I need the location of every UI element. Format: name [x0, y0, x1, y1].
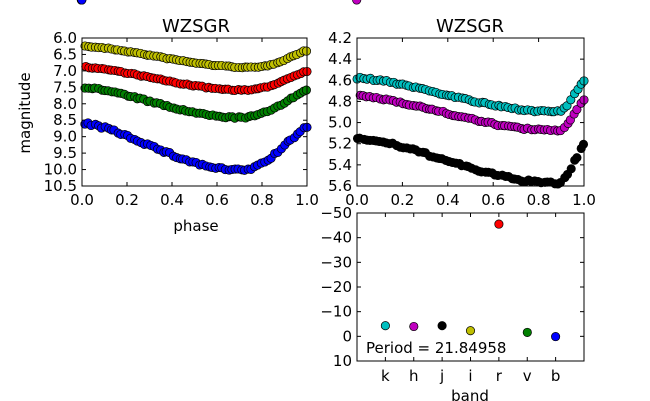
left-y-tick-label: 6.5 — [53, 45, 77, 63]
left-y-tick-label: 8.0 — [53, 95, 77, 113]
left-plot-frame — [81, 37, 308, 187]
left-point-b — [77, 0, 87, 5]
left-x-tick-label: 1.0 — [295, 191, 319, 209]
right-x-tick-label: 0.4 — [436, 191, 460, 209]
bottom-data-points — [380, 219, 561, 342]
left-y-tick-label: 9.0 — [53, 128, 77, 146]
right-y-tick-label: 4.4 — [328, 50, 352, 68]
left-x-tick-label: 0.4 — [160, 191, 184, 209]
right-point-k — [572, 153, 582, 163]
light-curve-left-panel: WZSGR magnitude phase 0.0 0.2 0.4 0.6 0.8 1.0… — [16, 0, 319, 235]
right-axis-ticks: 0.0 0.2 0.4 0.6 0.8 1.0 4.2 4.4 4.6 4.8 5.0 5.2 5.4 5… — [328, 29, 596, 209]
bottom-y-tick-label: 0 — [342, 327, 352, 345]
right-plot-frame — [356, 37, 585, 187]
bottom-point-k — [380, 321, 390, 331]
right-point-j — [352, 0, 362, 5]
bottom-x-tick-label-i: i — [468, 367, 472, 385]
left-chart-title: WZSGR — [162, 16, 230, 37]
right-y-tick-label: 5.0 — [328, 114, 352, 132]
bottom-x-tick-label-v: v — [523, 367, 532, 385]
bottom-axis-ticks: −50 −40 −30 −20 −10 0 10 k h j i r v b — [320, 204, 584, 385]
left-y-tick-label: 9.5 — [53, 144, 77, 162]
right-point-j — [572, 104, 582, 115]
bottom-x-tick-label-h: h — [409, 367, 419, 385]
left-axis-ticks: 0.0 0.2 0.4 0.6 0.8 1.0 6.06.57.07.58.08.59.09… — [44, 29, 319, 209]
left-y-tick-label: 8.5 — [53, 111, 77, 129]
right-x-tick-label: 0.6 — [481, 191, 505, 209]
left-y-tick-label: 10.0 — [44, 161, 77, 179]
right-y-tick-label: 5.2 — [328, 135, 352, 153]
left-y-axis-label: magnitude — [16, 72, 34, 153]
left-x-axis-label: phase — [173, 217, 218, 235]
bottom-y-tick-label: −40 — [320, 229, 352, 247]
bottom-point-h — [409, 321, 419, 332]
bottom-point-v — [522, 327, 532, 337]
right-x-tick-label: 0.0 — [345, 191, 369, 209]
bottom-point-i — [465, 326, 476, 336]
left-data-points — [76, 0, 312, 175]
left-x-tick-label: 0.8 — [250, 191, 274, 209]
right-x-tick-label: 0.2 — [390, 191, 414, 209]
band-offset-panel: −50 −40 −30 −20 −10 0 10 k h j i r v b Period = 21.84… — [320, 204, 585, 401]
bottom-x-tick-label-b: b — [551, 367, 561, 385]
right-y-tick-label: 5.6 — [328, 177, 352, 195]
right-data-points — [352, 0, 589, 189]
left-y-tick-label: 10.5 — [44, 177, 77, 195]
bottom-y-tick-label: −10 — [320, 303, 352, 321]
right-x-tick-label: 1.0 — [572, 191, 596, 209]
left-x-tick-label: 0.6 — [205, 191, 229, 209]
left-x-tick-label: 0.2 — [115, 191, 139, 209]
light-curve-right-panel: WZSGR 0.0 0.2 0.4 0.6 0.8 1.0 4.2 4.4 4.6 4.8 5.0 5… — [328, 0, 596, 209]
bottom-y-tick-label: −50 — [320, 204, 352, 222]
bottom-x-axis-label: band — [451, 387, 489, 401]
bottom-x-tick-label-k: k — [381, 367, 390, 385]
period-annotation: Period = 21.84958 — [366, 339, 506, 357]
right-point-k — [566, 164, 576, 174]
left-point-v — [301, 85, 311, 95]
right-chart-title: WZSGR — [436, 16, 504, 37]
bottom-plot-frame — [356, 212, 585, 362]
left-y-tick-label: 6.0 — [53, 29, 77, 47]
right-y-tick-label: 4.6 — [328, 71, 352, 89]
right-y-tick-label: 4.8 — [328, 92, 352, 110]
bottom-point-j — [437, 321, 447, 331]
bottom-y-tick-label: −30 — [320, 253, 352, 271]
left-y-tick-label: 7.5 — [53, 78, 77, 96]
bottom-x-tick-label-j: j — [439, 367, 444, 385]
bottom-x-tick-label-r: r — [496, 367, 503, 385]
left-x-tick-label: 0.0 — [70, 191, 94, 209]
right-y-tick-label: 5.4 — [328, 156, 352, 174]
bottom-point-r — [494, 219, 504, 229]
right-y-tick-label: 4.2 — [328, 29, 352, 47]
right-x-tick-label: 0.8 — [527, 191, 551, 209]
bottom-point-b — [551, 332, 561, 342]
left-y-tick-label: 7.0 — [53, 62, 77, 80]
bottom-y-tick-label: 10 — [333, 352, 352, 370]
bottom-y-tick-label: −20 — [320, 278, 352, 296]
